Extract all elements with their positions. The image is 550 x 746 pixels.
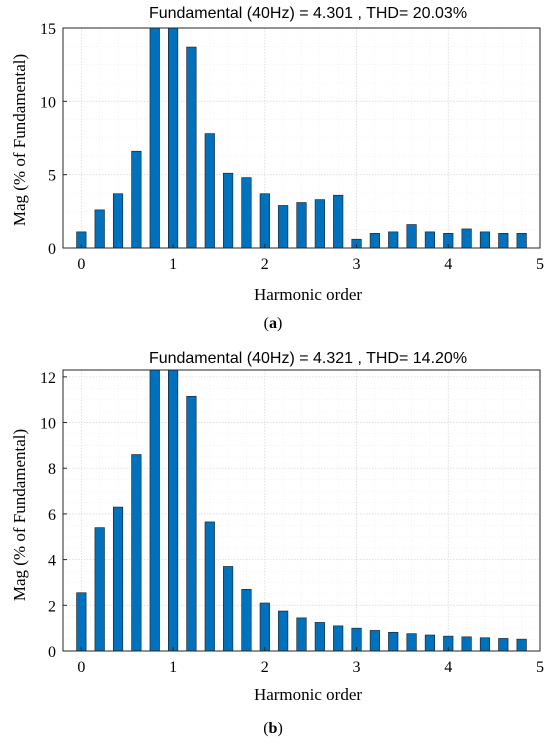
bar-b-7 (204, 521, 215, 652)
caption-b: (b) (263, 720, 283, 737)
chart-title-b: Fundamental (40Hz) = 4.321 , THD= 14.20% (149, 350, 467, 367)
bar-a-13 (314, 199, 325, 249)
bar-a-10 (259, 193, 270, 249)
x-ticks-b: 0 1 2 3 4 5 (77, 647, 544, 676)
y-tick-label: 10 (40, 94, 56, 111)
y-tick-label: 4 (48, 553, 56, 570)
bar-a-7 (204, 133, 215, 249)
x-tick-label: 3 (353, 256, 361, 273)
plot-frame-b (62, 369, 541, 652)
y-tick-label: 10 (40, 416, 56, 433)
bar-a-5 (168, 27, 179, 249)
y-ticks-b: 0 2 4 6 8 10 12 (40, 370, 67, 661)
x-tick-label: 1 (169, 659, 177, 676)
y-tick-label: 2 (48, 598, 56, 615)
bar-a-14 (333, 194, 344, 249)
y-tick-label: 5 (48, 168, 56, 185)
x-tick-label: 5 (536, 256, 544, 273)
bar-a-4 (149, 27, 160, 249)
bar-b-10 (259, 602, 270, 652)
bar-a-17 (388, 231, 399, 249)
x-axis-label-a: Harmonic order (254, 285, 362, 304)
bar-b-1 (94, 527, 105, 652)
chart-panel-a: Fundamental (40Hz) = 4.301 , THD= 20.03%… (10, 5, 544, 332)
y-tick-label: 0 (48, 241, 56, 258)
y-tick-label: 15 (40, 21, 56, 38)
bar-b-17 (388, 631, 399, 652)
x-tick-label: 0 (77, 256, 85, 273)
bar-a-21 (461, 228, 472, 249)
bar-b-0 (76, 592, 87, 652)
bar-b-11 (278, 610, 289, 652)
bar-b-6 (186, 395, 197, 652)
bar-a-19 (424, 231, 435, 249)
bar-a-24 (516, 233, 527, 249)
y-tick-label: 8 (48, 461, 56, 478)
bar-b-9 (241, 589, 252, 652)
y-ticks-a: 0 5 10 15 (40, 21, 67, 258)
y-tick-label: 12 (40, 370, 56, 387)
bar-a-3 (131, 150, 142, 249)
bar-b-8 (223, 566, 234, 652)
x-tick-label: 2 (261, 256, 269, 273)
bar-b-4 (149, 369, 160, 652)
bar-b-5 (168, 369, 179, 652)
bar-a-1 (94, 209, 105, 249)
bar-b-14 (333, 625, 344, 652)
bar-b-3 (131, 454, 142, 652)
x-axis-label-b: Harmonic order (254, 685, 362, 704)
bar-a-18 (406, 224, 417, 249)
y-axis-label-a: Mag (% of Fundamental) (10, 54, 29, 226)
bar-a-8 (223, 172, 234, 249)
bar-a-11 (278, 205, 289, 249)
caption-a: (a) (264, 315, 283, 332)
bar-b-18 (406, 633, 417, 652)
chart-panel-b: Fundamental (40Hz) = 4.321 , THD= 14.20%… (10, 350, 544, 737)
bar-b-24 (516, 638, 527, 652)
bar-b-21 (461, 636, 472, 652)
bar-b-19 (424, 634, 435, 652)
bar-b-23 (498, 638, 509, 652)
x-tick-label: 2 (261, 659, 269, 676)
y-axis-label-b: Mag (% of Fundamental) (10, 429, 29, 601)
bar-a-9 (241, 177, 252, 249)
chart-title-a: Fundamental (40Hz) = 4.301 , THD= 20.03% (149, 5, 467, 22)
bar-a-2 (112, 193, 124, 249)
bar-a-6 (186, 46, 197, 249)
bar-a-23 (498, 233, 509, 249)
bar-b-16 (369, 630, 380, 652)
bars-a (76, 27, 527, 249)
x-tick-label: 5 (536, 659, 544, 676)
x-tick-label: 0 (77, 659, 85, 676)
x-tick-label: 3 (353, 659, 361, 676)
y-tick-label: 6 (48, 507, 56, 524)
bar-b-2 (112, 506, 124, 652)
x-tick-label: 4 (444, 256, 452, 273)
x-ticks-a: 0 1 2 3 4 5 (77, 244, 544, 273)
y-tick-label: 0 (48, 644, 56, 661)
x-tick-label: 4 (444, 659, 452, 676)
bar-b-12 (296, 617, 307, 652)
bar-b-13 (314, 622, 325, 652)
x-tick-label: 1 (169, 256, 177, 273)
bar-a-12 (296, 202, 307, 249)
plot-frame-a (62, 27, 541, 249)
bar-b-22 (479, 637, 491, 652)
bar-a-16 (369, 233, 380, 249)
bar-a-22 (479, 231, 491, 249)
